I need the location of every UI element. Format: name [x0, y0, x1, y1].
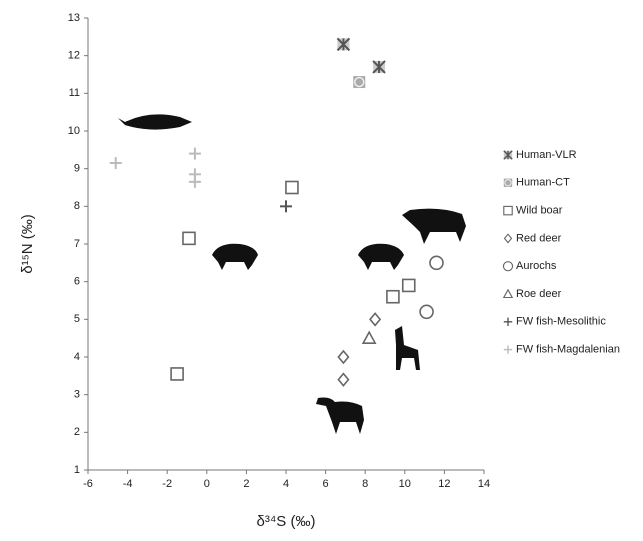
x-tick-label: 6 — [323, 478, 329, 490]
marker-ring — [504, 179, 512, 187]
point — [353, 76, 366, 89]
x-tick-label: 0 — [204, 478, 210, 490]
point — [386, 289, 400, 304]
point — [336, 37, 351, 52]
legend-label: Human-CT — [516, 177, 570, 189]
legend-label: Aurochs — [516, 260, 557, 272]
marker-shape — [429, 255, 444, 271]
marker-stroke — [372, 60, 386, 74]
y-tick-label: 5 — [74, 313, 80, 325]
marker-shape — [502, 288, 514, 299]
marker-shape — [170, 367, 184, 381]
point — [372, 60, 386, 74]
y-tick-label: 11 — [69, 87, 80, 99]
legend-marker — [502, 261, 514, 272]
marker-shape — [337, 349, 350, 365]
marker-shape — [285, 180, 299, 195]
point — [188, 175, 201, 188]
y-tick-label: 1 — [74, 464, 80, 476]
point — [369, 312, 382, 327]
point — [109, 157, 122, 170]
point — [337, 372, 350, 387]
marker-stroke — [503, 150, 513, 160]
x-tick-label: 14 — [478, 478, 490, 490]
marker-shape — [503, 233, 513, 244]
x-tick-label: 8 — [362, 478, 368, 490]
point — [280, 200, 292, 213]
x-tick-label: 4 — [283, 478, 289, 490]
x-tick-label: -6 — [83, 478, 93, 490]
marker-shape — [419, 304, 434, 320]
legend-marker — [503, 205, 513, 216]
legend-marker — [503, 345, 513, 354]
point — [337, 349, 350, 365]
y-tick-label: 13 — [68, 12, 80, 24]
point — [285, 180, 299, 195]
legend-marker — [503, 150, 513, 160]
silhouettes — [118, 114, 466, 434]
marker-shape — [401, 278, 416, 293]
x-tick-label: 10 — [399, 478, 411, 490]
point — [182, 231, 196, 246]
marker-shape — [337, 372, 350, 387]
marker-shape — [503, 205, 513, 216]
point — [419, 304, 434, 320]
x-tick-label: 2 — [243, 478, 249, 490]
y-axis-title: δ¹⁵N (‰) — [19, 214, 36, 274]
legend-label: FW fish-Mesolithic — [516, 316, 606, 328]
legend-label: Roe deer — [516, 288, 562, 300]
marker-shape — [182, 231, 196, 246]
y-tick-label: 6 — [74, 276, 80, 288]
legend-label: FW fish-Magdalenian — [516, 344, 620, 356]
marker-stroke — [336, 37, 351, 52]
marker-ring — [354, 76, 365, 88]
marker-bg — [503, 178, 513, 187]
legend-label: Wild boar — [516, 205, 563, 217]
x-tick-label: -2 — [162, 478, 172, 490]
y-tick-label: 9 — [74, 163, 80, 175]
legend-marker — [503, 178, 513, 187]
y-tick-label: 2 — [74, 426, 80, 438]
y-tick-label: 12 — [68, 50, 80, 62]
x-axis-title: δ³⁴S (‰) — [257, 513, 316, 530]
legend-marker — [503, 233, 513, 244]
y-tick-label: 3 — [74, 389, 80, 401]
point — [361, 330, 377, 344]
point — [429, 255, 444, 271]
legend-marker — [502, 288, 514, 299]
marker-shape — [386, 289, 400, 304]
legend-label: Red deer — [516, 232, 562, 244]
y-tick-label: 4 — [74, 351, 80, 363]
y-tick-label: 8 — [74, 200, 80, 212]
marker-shape — [361, 330, 377, 344]
point — [401, 278, 416, 293]
point — [170, 367, 184, 381]
marker-shape — [369, 312, 382, 327]
point — [188, 147, 201, 160]
x-tick-label: 12 — [438, 478, 450, 490]
marker-shape — [502, 261, 514, 272]
x-tick-label: -4 — [123, 478, 133, 490]
legend-label: Human-VLR — [516, 149, 577, 161]
y-tick-label: 7 — [74, 238, 80, 250]
legend-marker — [503, 317, 513, 326]
y-tick-label: 10 — [68, 125, 80, 137]
